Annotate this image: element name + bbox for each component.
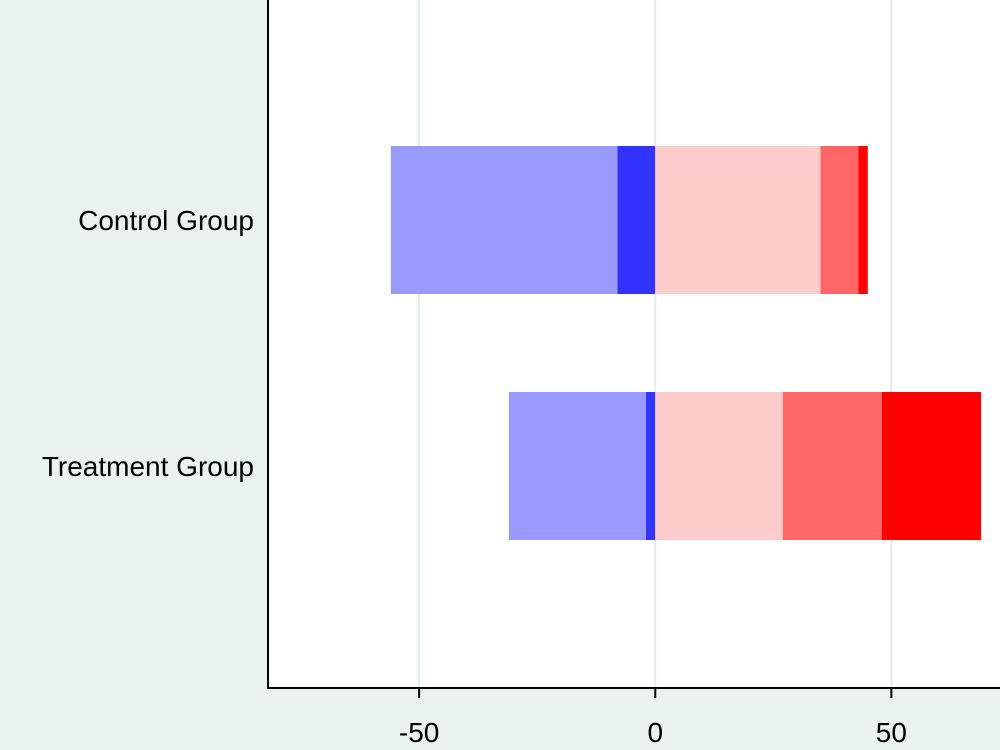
bar-control-segment-4 <box>858 146 868 294</box>
bar-control-segment-2 <box>655 146 821 294</box>
bar-control-segment-3 <box>820 146 859 294</box>
x-axis-ticks: -50 0 50 <box>399 688 907 748</box>
category-label-0: Control Group <box>78 205 254 236</box>
x-tick-label-1: 0 <box>647 717 663 748</box>
bar-treatment-segment-3 <box>782 392 882 540</box>
bar-control-segment-1 <box>390 146 618 294</box>
category-label-1: Treatment Group <box>42 451 254 482</box>
bar-treatment-segment-2 <box>655 392 783 540</box>
category-labels: Control Group Treatment Group <box>42 205 254 482</box>
bar-control-segment-0 <box>617 146 656 294</box>
bar-treatment-segment-0 <box>645 392 656 540</box>
gridlines <box>418 0 893 688</box>
bar-treatment-segment-1 <box>508 392 646 540</box>
plot-background <box>268 0 1000 688</box>
bars <box>390 146 982 540</box>
x-tick-label-0: -50 <box>399 717 439 748</box>
bar-treatment-segment-4 <box>881 392 982 540</box>
x-tick-label-2: 50 <box>876 717 907 748</box>
